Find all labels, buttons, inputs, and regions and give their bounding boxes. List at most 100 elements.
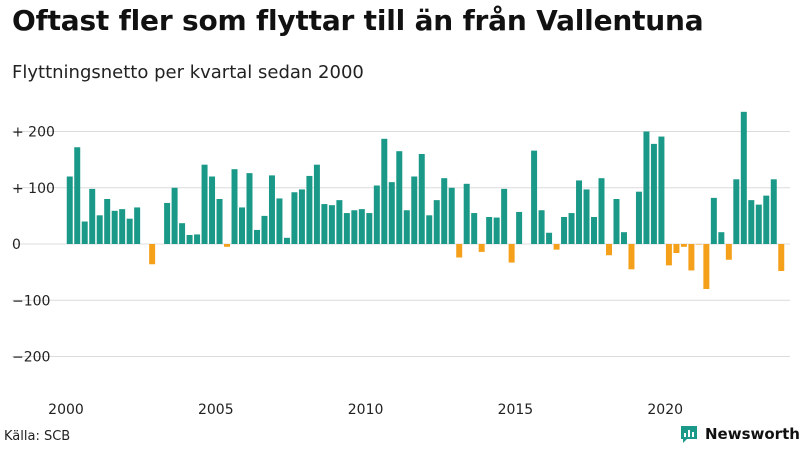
- chart-subtitle: Flyttningsnetto per kvartal sedan 2000: [12, 62, 364, 83]
- bar: [224, 244, 231, 247]
- bar: [478, 244, 485, 252]
- bar: [313, 164, 320, 244]
- bar: [66, 176, 73, 244]
- bar: [628, 244, 635, 270]
- bar: [433, 200, 440, 245]
- bar: [598, 178, 605, 244]
- newsworthy-logo: Newsworthy: [679, 424, 800, 444]
- bar: [426, 215, 433, 244]
- bar: [695, 244, 702, 245]
- bar: [576, 180, 583, 244]
- bar: [343, 213, 350, 244]
- bar: [665, 244, 672, 266]
- bar: [186, 235, 193, 244]
- bar: [321, 204, 328, 244]
- bar: [336, 200, 343, 245]
- y-tick-label: + 100: [12, 181, 55, 197]
- bar: [149, 244, 156, 265]
- bar: [298, 189, 305, 244]
- bar: [328, 205, 335, 244]
- y-tick-label: −100: [12, 293, 50, 309]
- bar: [680, 244, 687, 247]
- bar: [748, 200, 755, 245]
- x-tick-label: 2015: [498, 402, 534, 418]
- bar: [111, 210, 118, 244]
- bar: [583, 189, 590, 244]
- bar: [276, 198, 283, 244]
- bar: [194, 234, 201, 244]
- bar: [591, 217, 598, 244]
- bar: [306, 175, 313, 244]
- y-tick-label: −200: [12, 350, 50, 366]
- bar: [613, 199, 620, 244]
- x-axis-labels: 2000 2005 2010 2015 2020: [48, 402, 683, 418]
- bar: [733, 179, 740, 244]
- bar: [486, 217, 493, 244]
- bar: [96, 215, 103, 244]
- bar: [635, 191, 642, 244]
- y-tick-label: + 200: [12, 125, 55, 141]
- bar: [606, 244, 612, 256]
- bar: [763, 195, 770, 245]
- bar: [673, 244, 680, 253]
- brand-name: Newsworthy: [705, 425, 800, 443]
- bar: [493, 217, 500, 244]
- bar: [366, 213, 373, 244]
- bar: [448, 187, 455, 244]
- bar: [456, 244, 463, 258]
- bar: [546, 232, 553, 244]
- bar: [740, 111, 747, 244]
- bar-chart: + 200 + 100 0 −100 −200 2000 2005 2010 2015 2020: [12, 111, 790, 418]
- x-tick-label: 2005: [198, 402, 234, 418]
- x-tick-label: 2010: [348, 402, 384, 418]
- bar: [209, 176, 216, 244]
- bar: [358, 209, 365, 245]
- bar: [755, 204, 762, 245]
- y-axis-labels: + 200 + 100 0 −100 −200: [12, 125, 55, 366]
- bar: [725, 244, 732, 260]
- y-tick-label: 0: [12, 237, 21, 253]
- bar: [351, 210, 358, 244]
- bar: [216, 199, 223, 244]
- bar: [179, 223, 186, 244]
- logo-icon: [681, 426, 697, 443]
- bar: [770, 179, 777, 244]
- bar: [381, 138, 388, 244]
- bar: [164, 202, 171, 244]
- bars: [66, 111, 785, 289]
- bar: [74, 147, 81, 244]
- bar: [778, 244, 785, 271]
- bar: [508, 244, 515, 263]
- x-tick-label: 2020: [647, 402, 683, 418]
- bar: [89, 188, 96, 245]
- bar: [531, 150, 538, 245]
- bar: [643, 131, 650, 244]
- chart-title: Oftast fler som flyttar till än från Val…: [12, 4, 704, 37]
- bar: [538, 210, 545, 244]
- bar: [411, 176, 418, 244]
- bar: [104, 199, 111, 244]
- bar: [553, 244, 560, 250]
- x-tick-label: 2000: [48, 402, 84, 418]
- bar: [81, 221, 88, 244]
- bar: [126, 218, 133, 244]
- bar: [388, 182, 395, 245]
- bar: [561, 217, 568, 244]
- bar: [373, 185, 380, 244]
- bar: [283, 237, 290, 244]
- bar: [268, 175, 275, 245]
- bar: [171, 187, 178, 244]
- bar: [688, 244, 695, 271]
- bar: [403, 210, 410, 244]
- bar: [418, 154, 425, 244]
- bar: [703, 244, 710, 289]
- bar: [516, 211, 523, 244]
- bar: [119, 209, 126, 245]
- bar: [620, 232, 627, 244]
- bar: [501, 188, 508, 245]
- bar: [650, 143, 657, 245]
- bar: [718, 232, 725, 244]
- bar: [710, 197, 717, 245]
- source-note: Källa: SCB: [4, 429, 71, 444]
- bar: [253, 229, 260, 244]
